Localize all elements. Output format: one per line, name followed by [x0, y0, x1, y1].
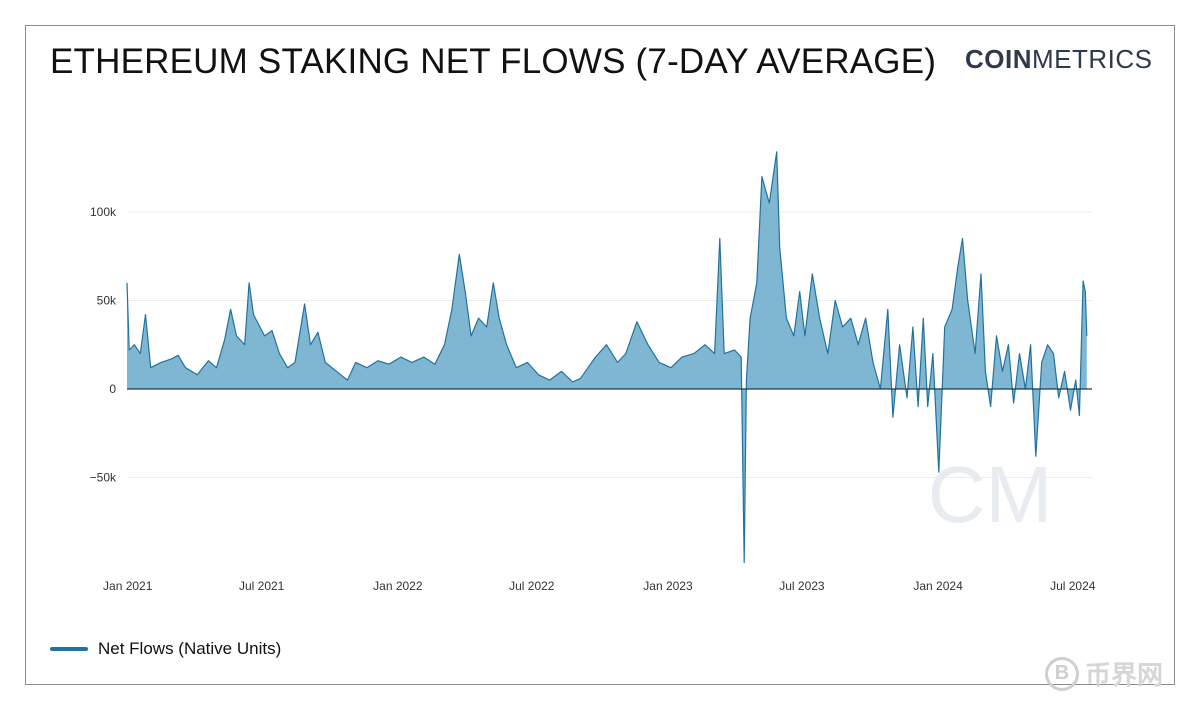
- x-tick-label: Jan 2024: [913, 579, 963, 593]
- x-tick-label: Jan 2022: [373, 579, 423, 593]
- y-tick-label: 50k: [97, 293, 117, 307]
- coinmetrics-logo: COINMETRICS: [965, 44, 1153, 75]
- y-tick-label: −50k: [90, 470, 117, 484]
- y-tick-label: 100k: [90, 205, 117, 219]
- brand-bold-text: COIN: [965, 44, 1032, 74]
- x-tick-label: Jul 2022: [509, 579, 555, 593]
- y-axis-ticks: 100k 50k 0 −50k: [90, 205, 117, 485]
- watermark-text: 币界网: [1085, 660, 1164, 690]
- x-tick-label: Jul 2024: [1050, 579, 1096, 593]
- x-tick-label: Jan 2023: [643, 579, 693, 593]
- net-flows-line: [126, 151, 1088, 564]
- net-flows-area: [127, 151, 1087, 563]
- legend: Net Flows (Native Units): [50, 639, 281, 659]
- cm-watermark: CM: [928, 450, 1052, 539]
- corner-watermark: B 币界网: [1045, 655, 1163, 692]
- legend-label: Net Flows (Native Units): [98, 639, 282, 658]
- chart-title: ETHEREUM STAKING NET FLOWS (7-DAY AVERAG…: [50, 42, 937, 81]
- x-tick-label: Jul 2021: [239, 579, 285, 593]
- x-tick-label: Jul 2023: [779, 579, 825, 593]
- legend-swatch: [50, 647, 88, 651]
- x-axis-ticks: Jan 2021 Jul 2021 Jan 2022 Jul 2022 Jan 2023…: [103, 579, 1096, 593]
- bitcoin-coin-icon: B: [1045, 656, 1079, 691]
- grid-lines: [127, 211, 1092, 478]
- x-tick-label: Jan 2021: [103, 579, 153, 593]
- y-tick-label: 0: [109, 382, 116, 396]
- brand-light-text: METRICS: [1032, 44, 1153, 74]
